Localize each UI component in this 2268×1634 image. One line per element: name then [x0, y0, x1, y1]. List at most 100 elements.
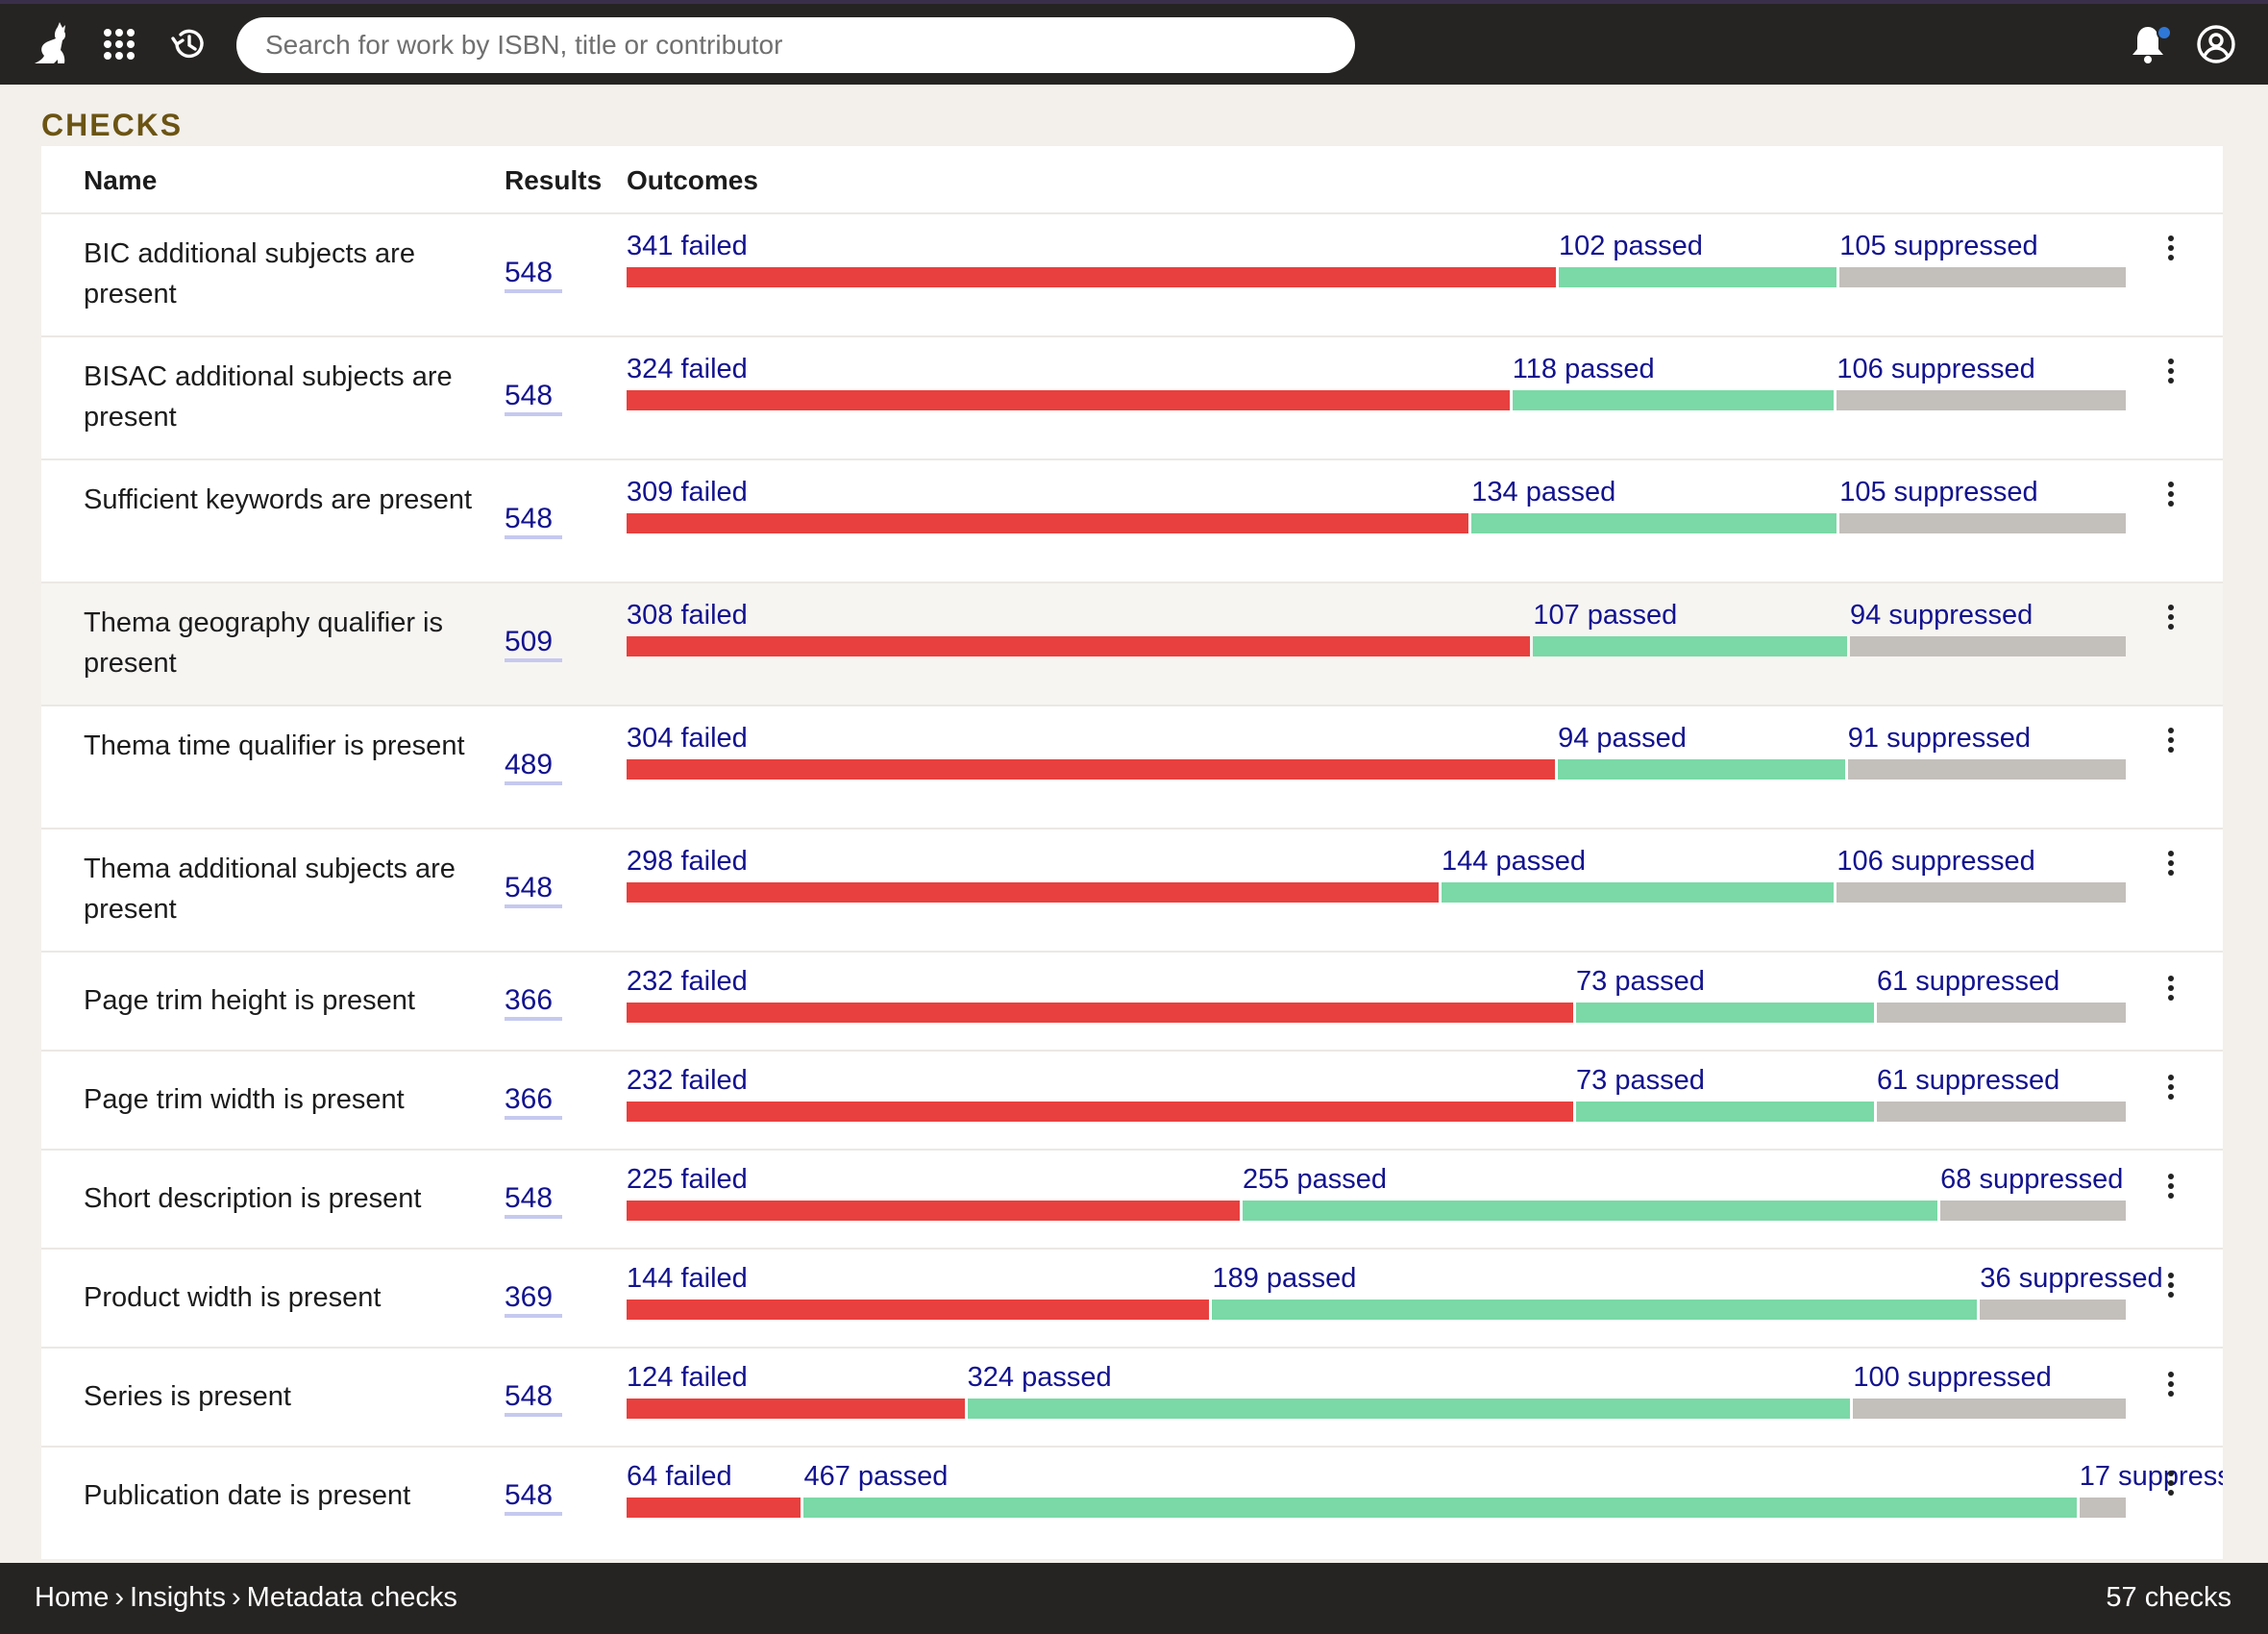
results-link[interactable]: 366 — [505, 1083, 562, 1120]
outcome-link-passed[interactable]: 94 passed — [1558, 723, 1687, 754]
outcome-link-passed[interactable]: 107 passed — [1533, 600, 1678, 631]
table-row[interactable]: BISAC additional subjects are present 548… — [41, 337, 2223, 460]
outcome-link-suppressed[interactable]: 91 suppressed — [1847, 723, 2032, 754]
outcome-link-passed[interactable]: 73 passed — [1576, 1065, 1705, 1096]
column-header-name[interactable]: Name — [84, 165, 158, 195]
column-header-outcomes[interactable]: Outcomes — [627, 165, 758, 195]
table-row[interactable]: Thema geography qualifier is present 509 3… — [41, 583, 2223, 706]
outcome-link-passed[interactable]: 324 passed — [967, 1362, 1112, 1393]
table-row[interactable]: Product width is present 369 144 failed 189… — [41, 1250, 2223, 1349]
column-header-results[interactable]: Results — [505, 165, 603, 195]
outcome-segment-passed[interactable]: 73 passed — [1576, 966, 1874, 1023]
outcome-segment-passed[interactable]: 102 passed — [1558, 231, 1837, 287]
more-options-icon[interactable] — [2161, 1273, 2181, 1298]
outcome-segment-passed[interactable]: 255 passed — [1243, 1164, 1938, 1221]
outcome-link-failed[interactable]: 64 failed — [627, 1461, 732, 1492]
outcome-segment-suppressed[interactable]: 100 suppressed — [1853, 1362, 2126, 1419]
results-link[interactable]: 369 — [505, 1281, 562, 1318]
cat-logo-icon[interactable] — [23, 17, 77, 71]
outcome-link-suppressed[interactable]: 94 suppressed — [1850, 600, 2034, 631]
results-link[interactable]: 509 — [505, 626, 562, 662]
outcome-segment-failed[interactable]: 308 failed — [627, 600, 1531, 656]
outcome-link-passed[interactable]: 255 passed — [1243, 1164, 1388, 1195]
outcome-segment-suppressed[interactable]: 17 suppressed — [2079, 1461, 2223, 1518]
table-row[interactable]: Publication date is present 548 64 failed 4… — [41, 1448, 2223, 1547]
outcome-segment-failed[interactable]: 309 failed — [627, 477, 1469, 533]
more-options-icon[interactable] — [2161, 482, 2181, 507]
outcome-link-failed[interactable]: 324 failed — [627, 354, 748, 384]
outcome-link-passed[interactable]: 134 passed — [1471, 477, 1616, 508]
more-options-icon[interactable] — [2161, 605, 2181, 630]
outcome-segment-suppressed[interactable]: 105 suppressed — [1839, 231, 2126, 287]
outcome-link-failed[interactable]: 309 failed — [627, 477, 748, 508]
breadcrumb-insights[interactable]: Insights — [130, 1582, 226, 1613]
results-link[interactable]: 548 — [505, 380, 562, 416]
more-options-icon[interactable] — [2161, 1471, 2181, 1496]
breadcrumb-home[interactable]: Home — [35, 1582, 110, 1613]
outcome-segment-failed[interactable]: 225 failed — [627, 1164, 1241, 1221]
account-icon[interactable] — [2189, 17, 2243, 71]
outcome-segment-suppressed[interactable]: 106 suppressed — [1837, 846, 2126, 903]
outcome-link-passed[interactable]: 189 passed — [1212, 1263, 1357, 1294]
outcome-segment-passed[interactable]: 73 passed — [1576, 1065, 1874, 1122]
outcome-link-failed[interactable]: 232 failed — [627, 1065, 748, 1096]
outcome-link-suppressed[interactable]: 106 suppressed — [1837, 354, 2035, 384]
outcome-segment-suppressed[interactable]: 36 suppressed — [1980, 1263, 2163, 1320]
outcome-link-failed[interactable]: 341 failed — [627, 231, 748, 261]
outcome-link-failed[interactable]: 304 failed — [627, 723, 748, 754]
more-options-icon[interactable] — [2161, 1174, 2181, 1199]
outcome-segment-passed[interactable]: 134 passed — [1471, 477, 1837, 533]
table-row[interactable]: Short description is present 548 225 faile… — [41, 1151, 2223, 1250]
outcome-link-passed[interactable]: 118 passed — [1512, 354, 1655, 384]
outcome-segment-suppressed[interactable]: 61 suppressed — [1876, 1065, 2126, 1122]
outcome-segment-failed[interactable]: 64 failed — [627, 1461, 801, 1518]
outcome-link-suppressed[interactable]: 105 suppressed — [1839, 231, 2038, 261]
outcome-link-suppressed[interactable]: 61 suppressed — [1876, 1065, 2060, 1096]
results-link[interactable]: 548 — [505, 872, 562, 908]
outcome-link-suppressed[interactable]: 61 suppressed — [1876, 966, 2060, 997]
outcome-link-suppressed[interactable]: 100 suppressed — [1853, 1362, 2052, 1393]
outcome-segment-passed[interactable]: 467 passed — [803, 1461, 2077, 1518]
table-row[interactable]: Thema additional subjects are present 548… — [41, 829, 2223, 953]
table-row[interactable]: Thema time qualifier is present 489 304 fa… — [41, 706, 2223, 829]
table-row[interactable]: Page trim height is present 366 232 failed… — [41, 953, 2223, 1052]
outcome-segment-failed[interactable]: 298 failed — [627, 846, 1440, 903]
outcome-link-failed[interactable]: 232 failed — [627, 966, 748, 997]
outcome-segment-failed[interactable]: 232 failed — [627, 966, 1574, 1023]
outcome-link-suppressed[interactable]: 105 suppressed — [1839, 477, 2038, 508]
results-link[interactable]: 489 — [505, 749, 562, 785]
outcome-segment-passed[interactable]: 189 passed — [1212, 1263, 1978, 1320]
outcome-segment-suppressed[interactable]: 91 suppressed — [1847, 723, 2126, 780]
table-row[interactable]: Sufficient keywords are present 548 309 fa… — [41, 460, 2223, 583]
outcome-segment-suppressed[interactable]: 105 suppressed — [1839, 477, 2126, 533]
more-options-icon[interactable] — [2161, 1075, 2181, 1100]
outcome-segment-failed[interactable]: 304 failed — [627, 723, 1556, 780]
results-link[interactable]: 548 — [505, 1380, 562, 1417]
outcome-segment-passed[interactable]: 94 passed — [1558, 723, 1845, 780]
history-icon[interactable] — [161, 17, 215, 71]
outcome-link-failed[interactable]: 225 failed — [627, 1164, 748, 1195]
outcome-link-passed[interactable]: 102 passed — [1558, 231, 1703, 261]
outcome-link-passed[interactable]: 73 passed — [1576, 966, 1705, 997]
outcome-segment-passed[interactable]: 107 passed — [1533, 600, 1847, 656]
results-link[interactable]: 366 — [505, 984, 562, 1021]
outcome-segment-suppressed[interactable]: 94 suppressed — [1850, 600, 2126, 656]
outcome-segment-failed[interactable]: 124 failed — [627, 1362, 965, 1419]
table-row[interactable]: BIC additional subjects are present 548 34… — [41, 214, 2223, 337]
bell-icon[interactable] — [2121, 17, 2175, 71]
outcome-link-failed[interactable]: 298 failed — [627, 846, 748, 877]
more-options-icon[interactable] — [2161, 1372, 2181, 1397]
outcome-link-passed[interactable]: 144 passed — [1442, 846, 1587, 877]
outcome-segment-failed[interactable]: 144 failed — [627, 1263, 1210, 1320]
outcome-link-failed[interactable]: 144 failed — [627, 1263, 748, 1294]
table-row[interactable]: Series is present 548 124 failed 324 passed… — [41, 1349, 2223, 1448]
table-row[interactable]: Page trim width is present 366 232 failed 7… — [41, 1052, 2223, 1151]
outcome-segment-failed[interactable]: 324 failed — [627, 354, 1510, 410]
outcome-link-suppressed[interactable]: 36 suppressed — [1980, 1263, 2163, 1294]
outcome-link-suppressed[interactable]: 17 suppressed — [2079, 1461, 2223, 1492]
outcome-segment-suppressed[interactable]: 106 suppressed — [1837, 354, 2126, 410]
outcome-segment-suppressed[interactable]: 61 suppressed — [1876, 966, 2126, 1023]
outcome-segment-passed[interactable]: 118 passed — [1512, 354, 1835, 410]
results-link[interactable]: 548 — [505, 503, 562, 539]
outcome-link-passed[interactable]: 467 passed — [803, 1461, 949, 1492]
